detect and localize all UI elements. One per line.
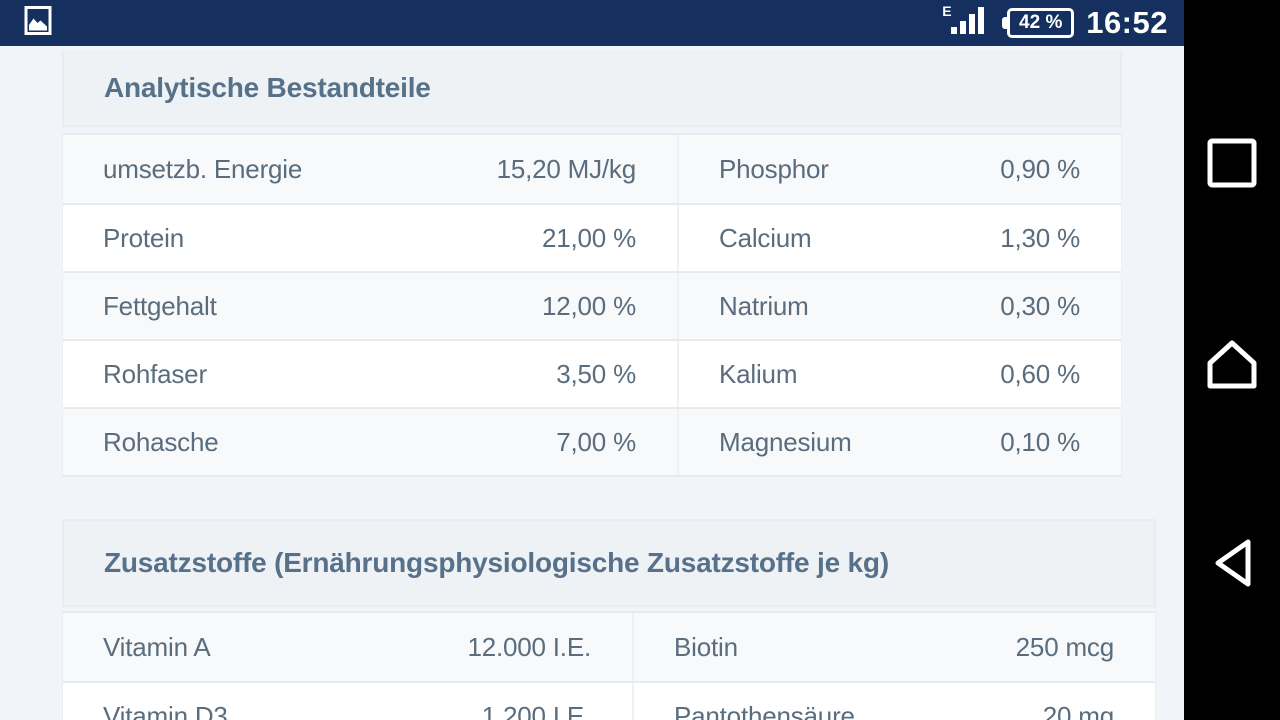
- clock-label: 16:52: [1086, 5, 1168, 40]
- table-row: Vitamin A 12.000 I.E. Biotin 250 mcg: [63, 613, 1155, 681]
- nutrient-value: 20 mg: [1042, 700, 1114, 720]
- nutrient-label: Kalium: [719, 358, 798, 389]
- nutrient-value: 12.000 I.E.: [467, 631, 591, 662]
- nutrient-label: Calcium: [719, 222, 812, 253]
- section-title: Analytische Bestandteile: [104, 71, 431, 103]
- nutrient-value: 0,10 %: [1000, 426, 1080, 457]
- section-analytische-bestandteile: Analytische Bestandteile umsetzb. Energi…: [62, 50, 1122, 477]
- signal-strength-indicator: E: [942, 3, 985, 43]
- nutrient-label: Vitamin D3: [103, 700, 228, 720]
- nutrient-label: Natrium: [719, 290, 809, 321]
- home-icon: [1204, 340, 1260, 395]
- nutrient-value: 1.200 I.E.: [481, 700, 592, 720]
- nutrient-label: Rohfaser: [103, 358, 207, 389]
- back-triangle-icon: [1210, 539, 1254, 594]
- nutrient-value: 3,50 %: [556, 358, 636, 389]
- recents-button[interactable]: [1207, 138, 1257, 191]
- nutrition-table: umsetzb. Energie 15,20 MJ/kg Phosphor 0,…: [62, 133, 1122, 477]
- section-zusatzstoffe: Zusatzstoffe (Ernährungsphysiologische Z…: [62, 519, 1156, 720]
- nutrient-label: Biotin: [674, 631, 738, 662]
- status-bar: E 42 % 16:52: [0, 0, 1184, 46]
- table-row: Rohfaser 3,50 % Kalium 0,60 %: [63, 339, 1121, 407]
- signal-strength-icon: [951, 4, 985, 39]
- nutrient-label: Magnesium: [719, 426, 852, 457]
- nutrient-label: Protein: [103, 222, 184, 253]
- table-row: Rohasche 7,00 % Magnesium 0,10 %: [63, 407, 1121, 475]
- nutrient-value: 250 mcg: [1015, 631, 1115, 662]
- battery-nub: [1002, 17, 1008, 29]
- nutrient-label: Rohasche: [103, 426, 219, 457]
- section-header: Zusatzstoffe (Ernährungsphysiologische Z…: [62, 519, 1156, 607]
- nutrient-value: 0,30 %: [1000, 290, 1080, 321]
- back-button[interactable]: [1210, 535, 1254, 594]
- nutrient-value: 7,00 %: [556, 426, 636, 457]
- nutrient-value: 0,60 %: [1000, 358, 1080, 389]
- nutrient-value: 12,00 %: [541, 290, 636, 321]
- nutrient-label: umsetzb. Energie: [103, 153, 303, 184]
- section-header: Analytische Bestandteile: [62, 50, 1122, 127]
- home-button[interactable]: [1204, 336, 1260, 395]
- battery-icon: 42 %: [1002, 8, 1075, 38]
- nutrient-label: Pantothensäure: [674, 700, 855, 720]
- section-title: Zusatzstoffe (Ernährungsphysiologische Z…: [104, 547, 889, 578]
- table-row: Fettgehalt 12,00 % Natrium 0,30 %: [63, 271, 1121, 339]
- nutrient-value: 15,20 MJ/kg: [496, 153, 637, 184]
- additives-table: Vitamin A 12.000 I.E. Biotin 250 mcg Vit…: [62, 611, 1156, 720]
- table-row: umsetzb. Energie 15,20 MJ/kg Phosphor 0,…: [63, 135, 1121, 203]
- nutrient-value: 1,30 %: [1000, 222, 1080, 253]
- recents-square-icon: [1207, 138, 1257, 191]
- battery-percent-label: 42 %: [1007, 8, 1075, 38]
- screenshot-image-icon: [24, 5, 52, 41]
- table-row: Vitamin D3 1.200 I.E. Pantothensäure 20 …: [63, 681, 1155, 720]
- table-row: Protein 21,00 % Calcium 1,30 %: [63, 203, 1121, 271]
- network-type-label: E: [942, 3, 952, 19]
- nutrient-label: Vitamin A: [103, 631, 211, 662]
- web-page-content[interactable]: Analytische Bestandteile umsetzb. Energi…: [0, 46, 1184, 720]
- nutrient-label: Fettgehalt: [103, 290, 217, 321]
- android-nav-bar: [1184, 0, 1280, 720]
- nutrient-label: Phosphor: [719, 153, 829, 184]
- nutrient-value: 21,00 %: [541, 222, 636, 253]
- nutrient-value: 0,90 %: [1000, 153, 1080, 184]
